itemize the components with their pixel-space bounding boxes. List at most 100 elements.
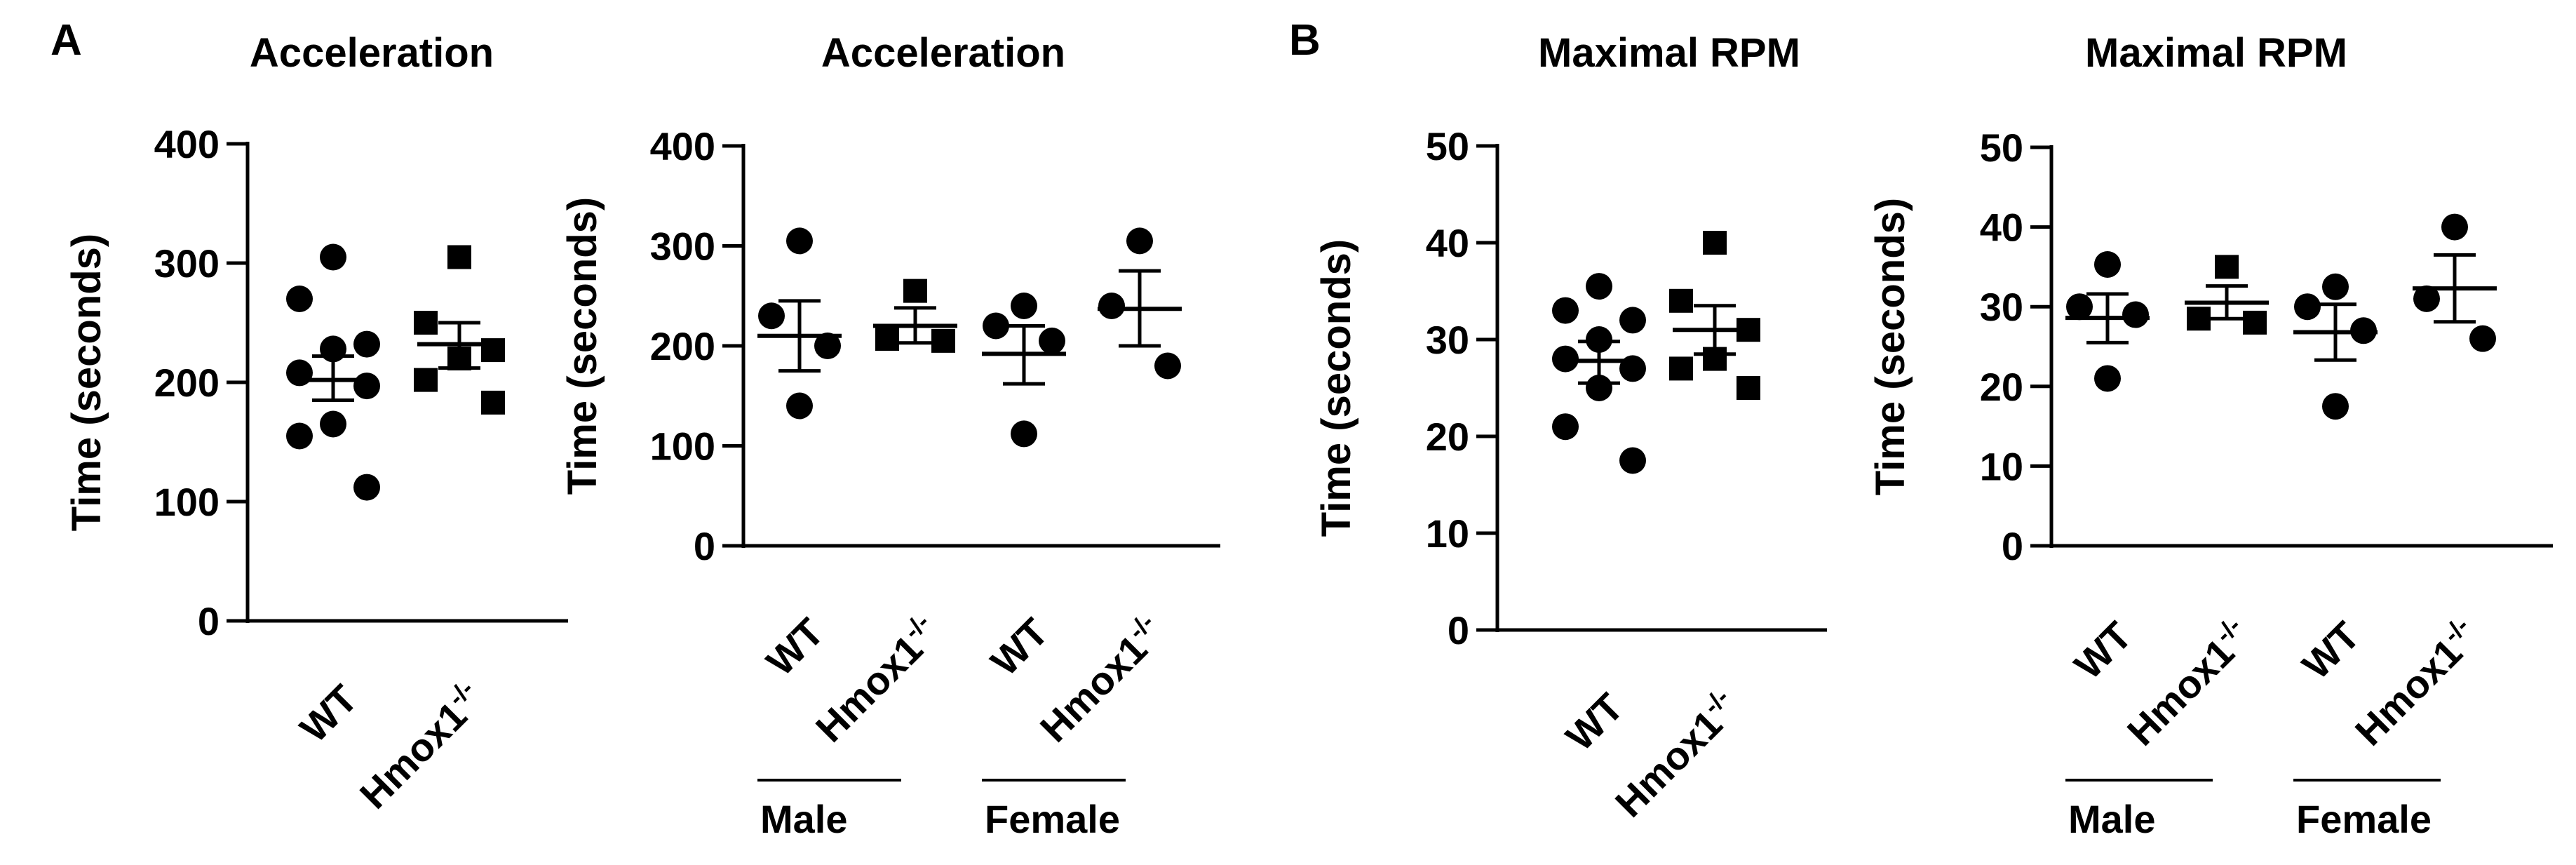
category-label-2: WT (982, 610, 1056, 684)
data-point-circle (2094, 365, 2121, 392)
data-point-circle (1098, 293, 1125, 319)
y-axis-label: Time (seconds) (1868, 198, 1913, 495)
y-tick-label: 200 (650, 324, 715, 368)
data-point-circle (2322, 273, 2349, 300)
y-tick-label: 40 (1426, 221, 1469, 265)
group-label: Female (985, 797, 1120, 841)
data-point-square (875, 327, 899, 351)
y-tick-label: 20 (1426, 415, 1469, 459)
data-point-circle (1619, 447, 1646, 474)
chart-0: Acceleration Time (seconds) 0 100 200 300 400 W… (64, 30, 568, 817)
y-tick-label: 40 (1980, 206, 2023, 250)
data-point-circle (1126, 227, 1153, 255)
category-label-3: Hmox1-/- (2345, 611, 2487, 753)
data-point-circle (814, 333, 841, 359)
data-point-circle (786, 392, 813, 420)
chart-title: Maximal RPM (1538, 30, 1800, 76)
data-point-circle (2066, 293, 2093, 321)
data-point-circle (1586, 273, 1612, 300)
category-label-1: Hmox1-/- (1605, 683, 1747, 825)
y-tick-label: 10 (1980, 444, 2023, 488)
data-point-circle (353, 373, 380, 400)
y-tick-label: 0 (198, 599, 220, 643)
data-point-circle (2413, 285, 2440, 312)
category-label-0: WT (757, 610, 832, 684)
y-tick-label: 300 (154, 241, 220, 286)
chart-2: Maximal RPM Time (seconds) 0 10 20 30 40 50 WTHm… (1314, 30, 1827, 826)
data-point-circle (1154, 352, 1181, 380)
data-point-circle (2469, 325, 2496, 352)
data-point-circle (2294, 293, 2321, 321)
y-tick-label: 400 (650, 124, 715, 168)
data-point-circle (2094, 250, 2121, 278)
group-label: Male (2068, 797, 2156, 841)
panel-letter-a: A (50, 16, 82, 65)
category-label-1: Hmox1-/- (805, 608, 948, 750)
data-point-circle (1552, 413, 1579, 441)
y-tick-label: 100 (154, 480, 220, 524)
data-point-circle (1552, 297, 1579, 324)
group-label: Female (2296, 797, 2432, 841)
category-label-1: Hmox1-/- (2117, 611, 2259, 753)
data-point-circle (1011, 420, 1037, 448)
y-tick-label: 200 (154, 361, 220, 405)
category-label-3: Hmox1-/- (1030, 608, 1172, 750)
y-axis-label: Time (seconds) (64, 234, 109, 531)
data-point-square (481, 390, 505, 415)
y-tick-label: 10 (1426, 511, 1469, 556)
data-point-square (2215, 255, 2239, 279)
data-point-square (931, 328, 955, 353)
data-point-square (1669, 356, 1693, 381)
data-point-square (1703, 231, 1727, 255)
data-point-circle (1586, 375, 1612, 401)
data-point-circle (1586, 326, 1612, 353)
y-tick-label: 100 (650, 424, 715, 469)
category-label-1: Hmox1-/- (349, 674, 492, 817)
data-point-circle (1011, 293, 1037, 319)
data-point-square (447, 245, 471, 269)
data-point-circle (286, 422, 313, 450)
data-point-circle (786, 227, 813, 255)
category-label-2: WT (2293, 613, 2368, 688)
data-point-square (481, 338, 505, 363)
data-point-square (903, 279, 927, 303)
y-axis-label: Time (seconds) (1314, 239, 1359, 537)
category-label-0: WT (291, 676, 365, 751)
data-point-circle (1619, 307, 1646, 334)
y-tick-label: 30 (1980, 285, 2023, 329)
category-label-0: WT (1557, 685, 1631, 759)
y-tick-label: 400 (154, 122, 220, 166)
data-point-square (414, 311, 438, 335)
y-tick-label: 20 (1980, 365, 2023, 409)
data-point-square (1737, 376, 1760, 400)
chart-1: Acceleration Time (seconds) 0 100 200 300 400 W… (560, 30, 1220, 841)
data-point-circle (2322, 393, 2349, 420)
chart-title: Maximal RPM (2085, 30, 2347, 76)
category-label-0: WT (2065, 613, 2140, 688)
data-point-circle (2122, 301, 2149, 328)
data-point-circle (286, 286, 313, 312)
y-tick-label: 50 (1980, 126, 2023, 170)
y-tick-label: 0 (1448, 608, 1469, 652)
y-tick-label: 50 (1426, 124, 1469, 168)
data-point-square (414, 368, 438, 392)
group-label: Male (760, 797, 848, 841)
panel-letter-b: B (1289, 16, 1321, 65)
data-point-circle (320, 243, 346, 271)
data-point-circle (758, 302, 785, 330)
data-point-circle (353, 474, 380, 501)
data-point-circle (983, 312, 1009, 340)
chart-title: Acceleration (250, 30, 494, 76)
data-point-circle (2441, 213, 2468, 241)
data-point-circle (1039, 327, 1065, 354)
chart-title: Acceleration (821, 30, 1065, 76)
y-axis-label: Time (seconds) (560, 197, 605, 495)
data-point-circle (286, 359, 313, 387)
y-tick-label: 300 (650, 224, 715, 269)
y-tick-label: 0 (694, 524, 715, 568)
data-point-square (1669, 288, 1693, 313)
data-point-circle (353, 330, 380, 358)
